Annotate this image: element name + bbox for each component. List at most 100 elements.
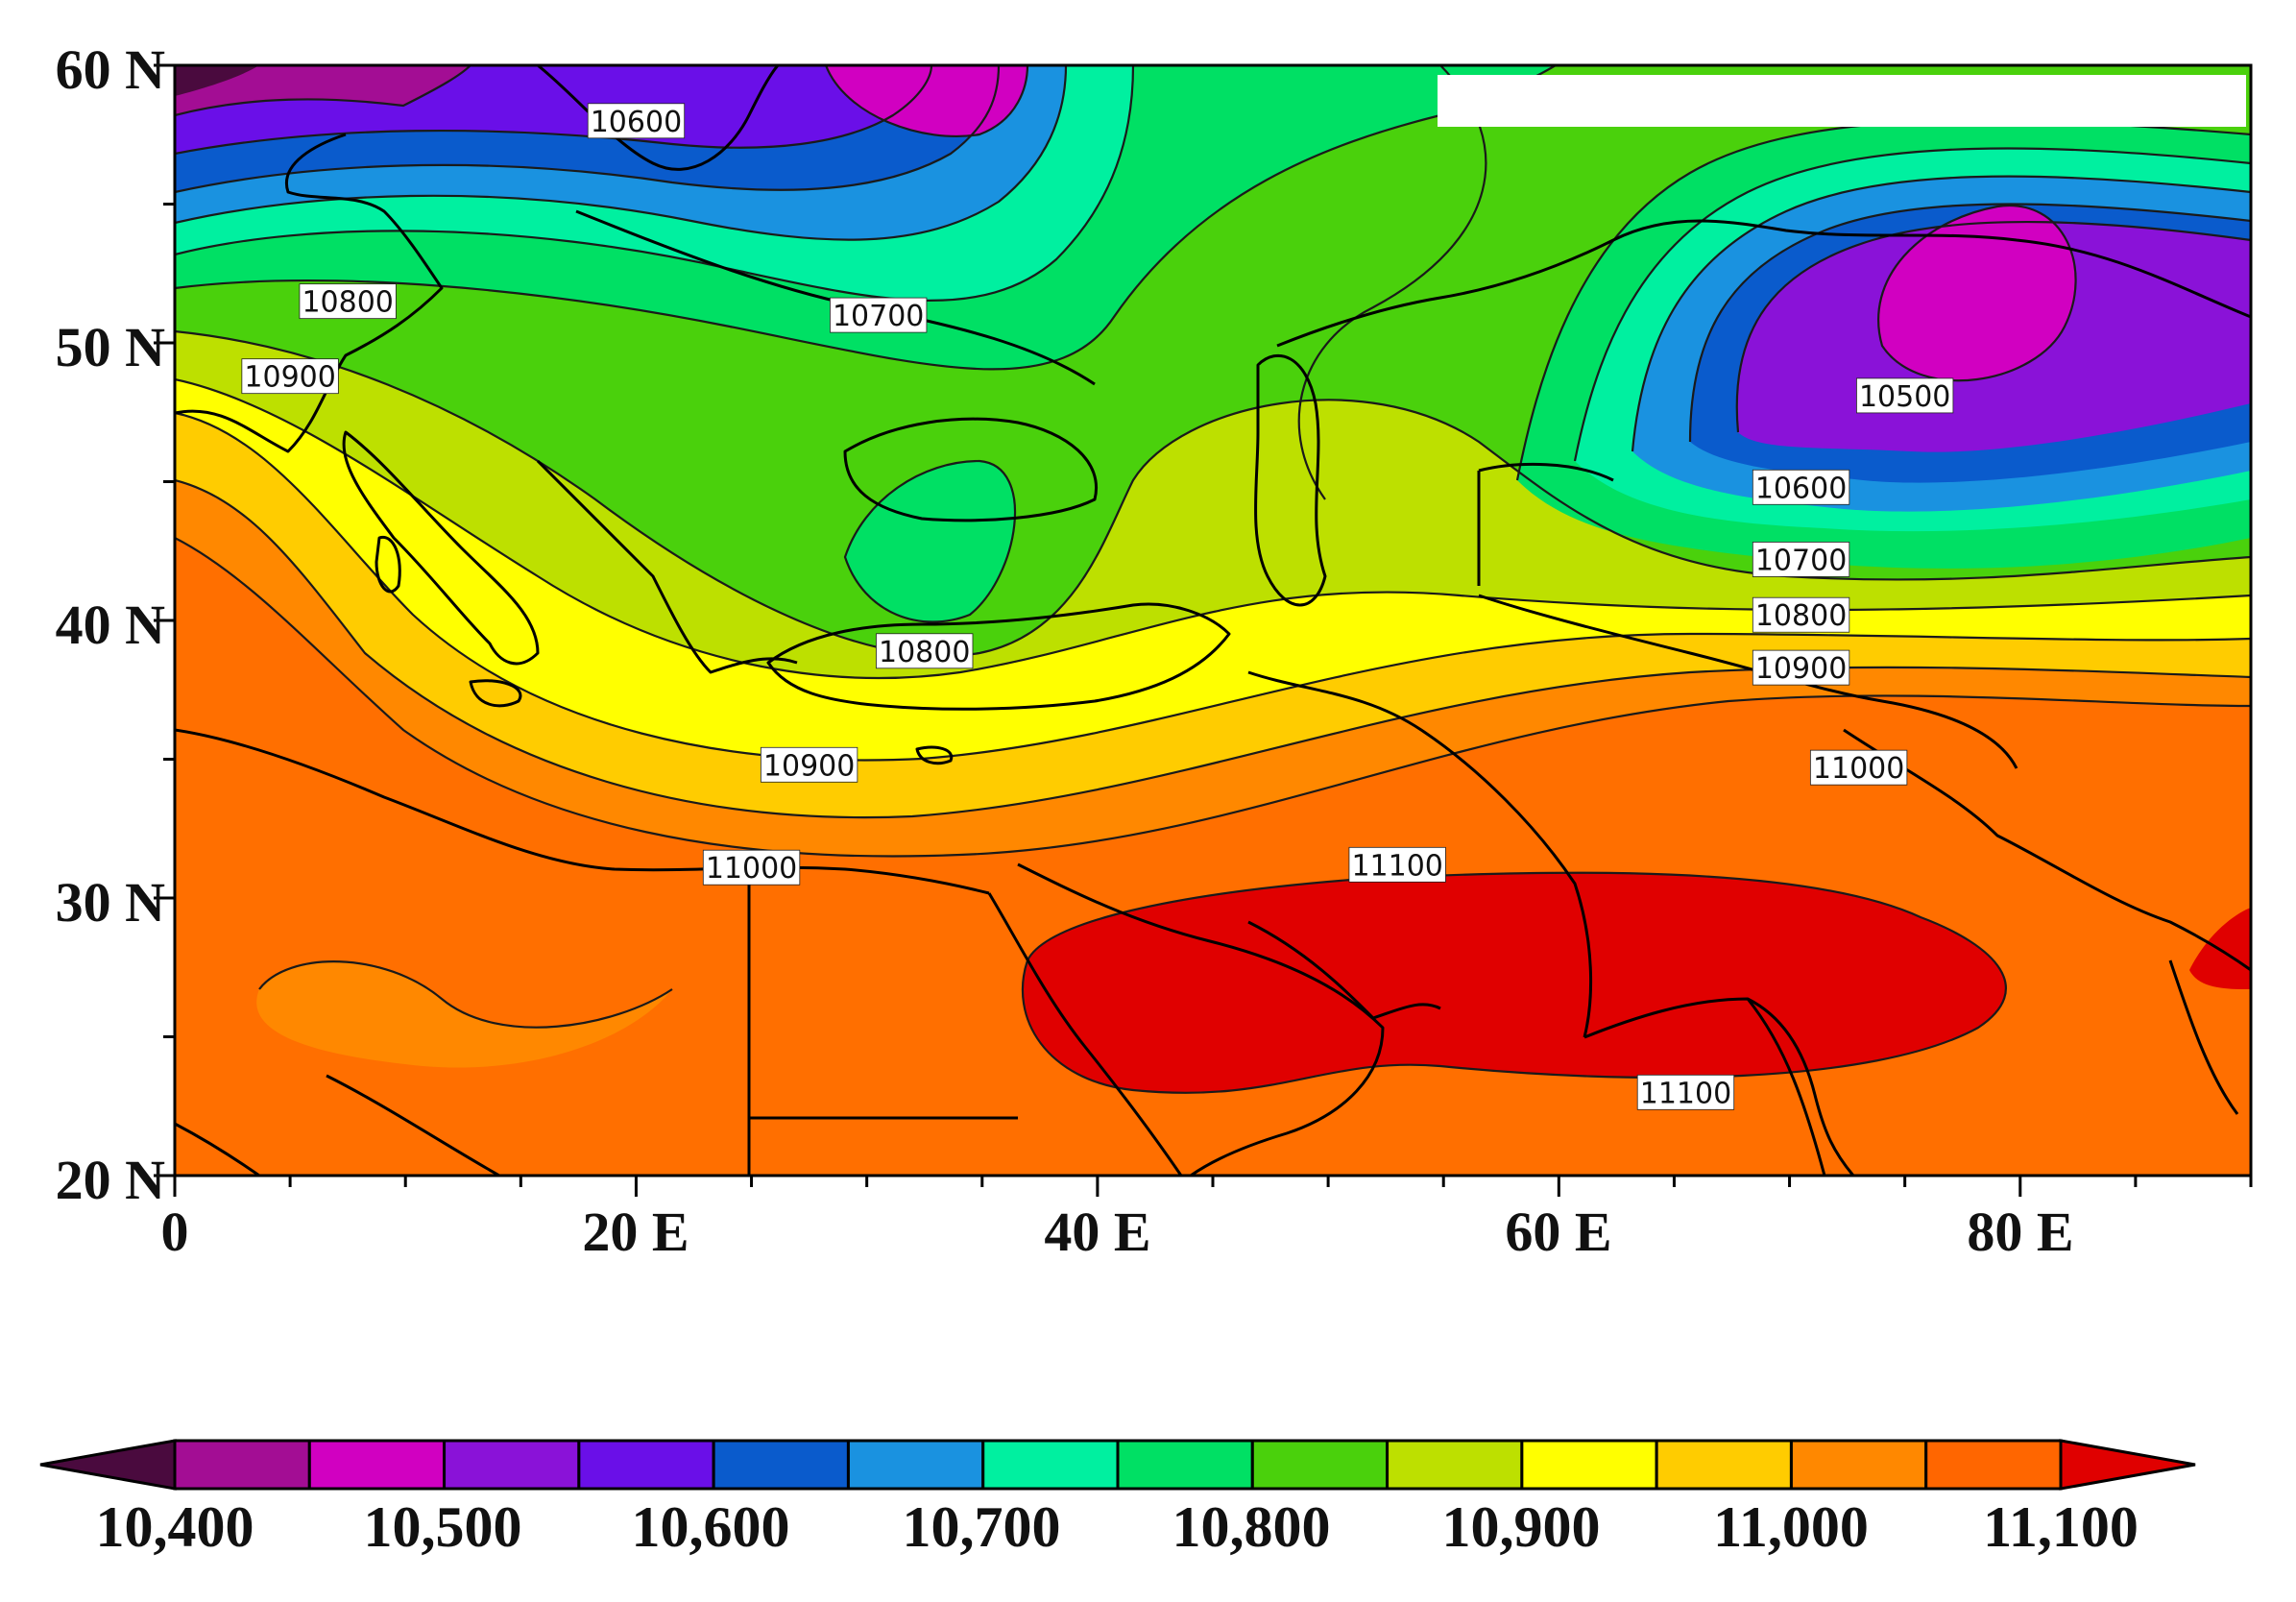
contour-label: 10700 — [1752, 542, 1850, 577]
contour-label: 11000 — [1809, 749, 1908, 786]
band-11050-lobe — [256, 961, 672, 1068]
europe-atlantic-coast — [175, 133, 444, 453]
contour-label: 10600 — [587, 103, 686, 139]
italy-outline — [342, 430, 540, 666]
contour-label-text: 10800 — [879, 636, 970, 669]
pakistan-india — [1583, 997, 1855, 1176]
colorbar-label-10800: 10,800 — [1172, 1495, 1331, 1559]
lat-label-30: 30 N — [56, 871, 166, 934]
colorbar-swatch — [846, 1439, 985, 1491]
blank-region — [1438, 75, 2246, 127]
black-sea — [843, 417, 1098, 522]
contour-label-text: 11000 — [1813, 752, 1904, 786]
turkey-outline — [766, 602, 1231, 711]
colorbar-swatch — [1250, 1439, 1390, 1491]
contour-label-box — [1636, 1074, 1735, 1110]
contour-label-text: 10900 — [244, 361, 335, 395]
colorbar-high-arrow — [2059, 1439, 2196, 1491]
bay-of-bengal — [2168, 959, 2239, 1115]
aral-sea — [1477, 462, 1614, 586]
colorbar-low-arrow — [39, 1439, 177, 1491]
lon-label-0: 0 — [161, 1201, 189, 1263]
country-borders — [175, 65, 2251, 1176]
contour-label: 11100 — [1348, 846, 1446, 883]
contour-label: 10500 — [1856, 377, 1954, 414]
colorbar: 10,400 10,500 10,600 10,700 10,800 10,90… — [39, 1439, 2196, 1559]
contour-labels: 10600 10800 10900 10700 10800 10900 11000 11100… — [241, 103, 1954, 1110]
lat-label-50: 50 N — [56, 316, 166, 378]
colorbar-swatch — [1655, 1439, 1793, 1491]
contour-label-box — [1752, 469, 1850, 505]
axis-ticks — [154, 63, 2253, 1197]
colorbar-swatches — [39, 1439, 2196, 1491]
contour-label-box — [830, 297, 928, 333]
cyprus — [915, 745, 954, 765]
sardinia — [375, 535, 401, 594]
lon-label-80e: 80 E — [1967, 1201, 2073, 1263]
contour-label-text: 11100 — [1351, 849, 1442, 883]
band-10450 — [175, 65, 259, 96]
balkans — [536, 459, 798, 674]
north-africa-coast — [175, 728, 990, 895]
contour-label-box — [702, 849, 801, 886]
contour-label-text: 10900 — [1755, 652, 1847, 686]
colorbar-label-10900: 10,900 — [1442, 1495, 1601, 1559]
contour-label-box — [1752, 596, 1850, 633]
colorbar-swatch — [1789, 1439, 1928, 1491]
lon-label-40e: 40 E — [1044, 1201, 1150, 1263]
russia-kazakhstan — [1276, 219, 2251, 348]
colorbar-swatch — [1520, 1439, 1658, 1491]
contour-label-box — [299, 283, 397, 320]
colorbar-label-11000: 11,000 — [1713, 1495, 1869, 1559]
contour-label-text: 10800 — [1755, 599, 1847, 633]
colorbar-swatch — [173, 1439, 311, 1491]
west-africa-border — [175, 1122, 260, 1176]
contour-label-text: 10500 — [1859, 380, 1950, 414]
contour-label-box — [587, 103, 686, 139]
contour-label-text: 10800 — [302, 286, 393, 320]
band-10500-east — [1878, 206, 2076, 381]
colorbar-swatch — [443, 1439, 581, 1491]
contour-label-text: 10700 — [833, 300, 924, 333]
band-11100 — [1022, 872, 2006, 1093]
contour-label-text: 10900 — [763, 749, 855, 783]
contour-label: 10800 — [299, 283, 397, 320]
contour-label-box — [1348, 846, 1446, 883]
red-sea — [987, 892, 1183, 1176]
contour-label: 10600 — [1752, 469, 1850, 505]
contour-label-box — [1752, 542, 1850, 577]
lon-label-20e: 20 E — [582, 1201, 689, 1263]
lat-label-40: 40 N — [56, 594, 166, 656]
contour-label-box — [1809, 749, 1908, 786]
colorbar-swatch — [1924, 1439, 2063, 1491]
contour-label-box — [876, 633, 974, 669]
contour-label: 11000 — [702, 849, 801, 886]
colorbar-label-10600: 10,600 — [632, 1495, 790, 1559]
colorbar-swatch — [577, 1439, 715, 1491]
caspian-sea — [1254, 354, 1327, 607]
persian-gulf — [1247, 920, 1441, 1020]
contour-label-text: 10600 — [1755, 472, 1847, 505]
lon-label-60e: 60 E — [1505, 1201, 1611, 1263]
himalaya-borders — [1843, 728, 2251, 972]
band-10750-turkey — [845, 461, 1016, 622]
contour-label: 10900 — [1752, 649, 1850, 686]
iran-borders — [1247, 670, 1593, 1038]
contour-label-box — [760, 746, 858, 783]
algeria-libya-border — [326, 1074, 500, 1176]
contour-label-text: 10600 — [591, 106, 682, 139]
colorbar-label-10700: 10,700 — [903, 1495, 1061, 1559]
contour-label: 10900 — [760, 746, 858, 783]
colorbar-labels: 10,400 10,500 10,600 10,700 10,800 10,90… — [96, 1495, 2139, 1559]
lat-axis-labels: 60 N 50 N 40 N 30 N 20 N — [56, 38, 166, 1211]
sicily — [469, 679, 522, 708]
colorbar-label-10400: 10,400 — [96, 1495, 254, 1559]
colorbar-swatch — [981, 1439, 1120, 1491]
contour-label-box — [241, 358, 339, 395]
contour-label: 11100 — [1636, 1074, 1735, 1110]
india-coast — [1746, 998, 1826, 1176]
contour-label-text: 11000 — [706, 852, 797, 886]
contour-label: 10800 — [1752, 596, 1850, 633]
colorbar-swatch — [307, 1439, 447, 1491]
colorbar-label-11100: 11,100 — [1983, 1495, 2139, 1559]
